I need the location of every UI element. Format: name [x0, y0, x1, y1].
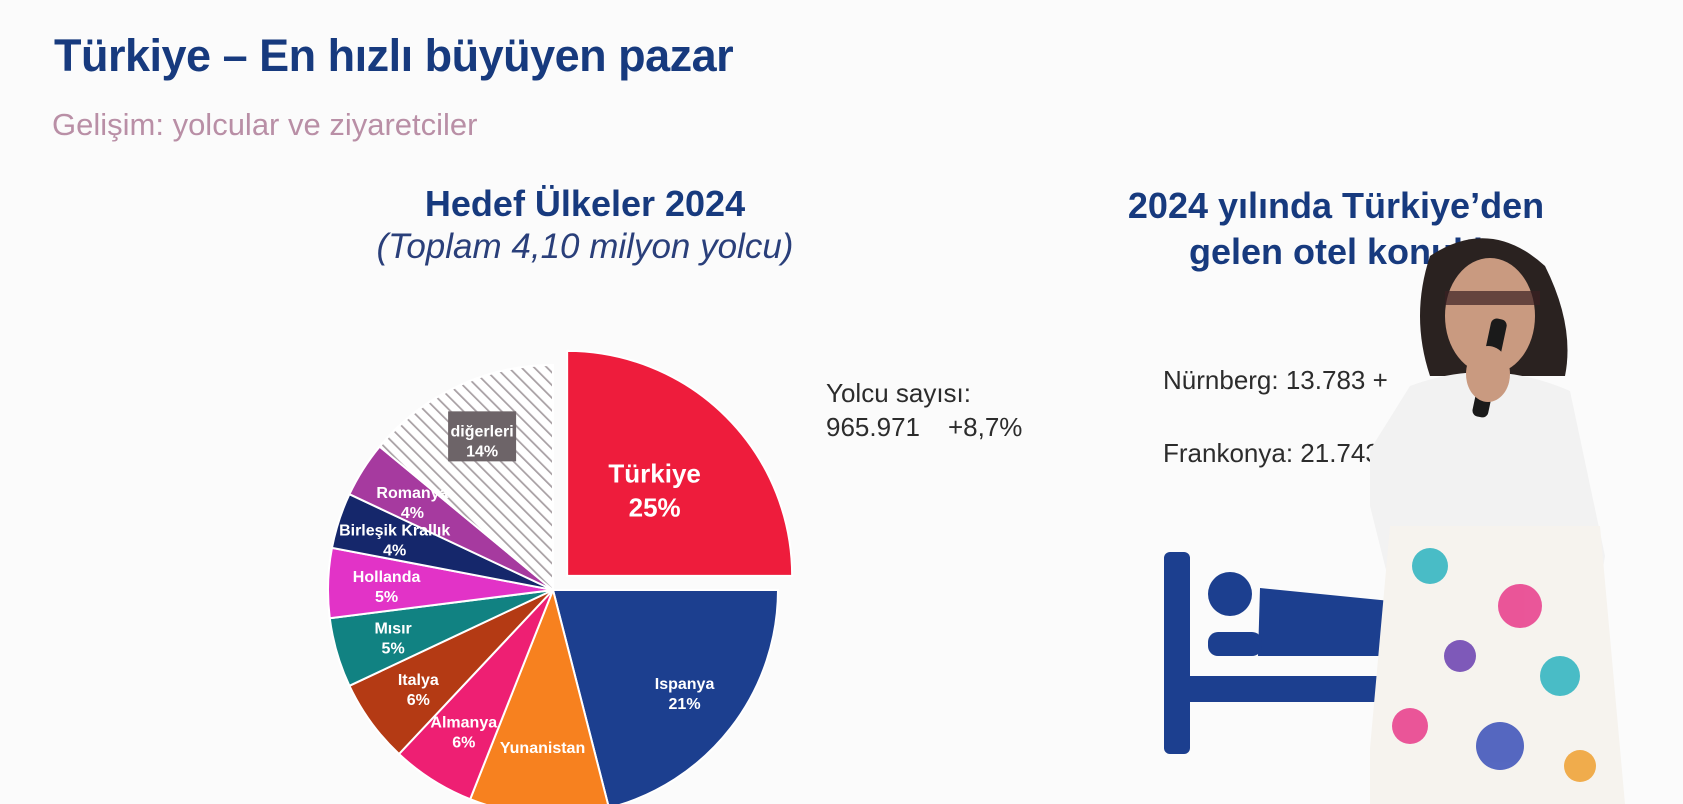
- stat-nurnberg: Nürnberg: 13.783 +: [1163, 365, 1388, 395]
- pie-label-bg-9: [448, 411, 517, 462]
- bed-icon: [1164, 552, 1420, 754]
- pie-label-0: Türkiye: [608, 458, 701, 488]
- pie-label-6: Hollanda: [353, 569, 421, 586]
- pie-label-3: Almanya: [430, 715, 497, 732]
- pie-label-4: Italya: [398, 672, 439, 689]
- stat-frankonya: Frankonya: 21.743: [1163, 438, 1380, 468]
- pie-label-1: Ispanya: [655, 676, 715, 693]
- hotel-heading: 2024 yılında Türkiye’den gelen otel konu…: [1096, 183, 1576, 275]
- pie-label-5: Mısır: [374, 620, 411, 637]
- pie-label-8: Romanya: [376, 485, 448, 502]
- passenger-label: Yolcu sayısı:: [826, 378, 972, 408]
- chart-subtitle: (Toplam 4,10 milyon yolcu): [376, 227, 794, 266]
- pie-value-label-7: 4%: [383, 543, 406, 560]
- chart-heading: Hedef Ülkeler 2024 (Toplam 4,10 milyon y…: [320, 183, 850, 267]
- pie-label-2: Yunanistan: [500, 740, 585, 757]
- passenger-count: Yolcu sayısı: 965.971 +8,7%: [826, 376, 1022, 444]
- pie-value-label-8: 4%: [401, 505, 424, 522]
- slide-title: Türkiye – En hızlı büyüyen pazar: [54, 30, 734, 81]
- passenger-value: 965.971: [826, 412, 920, 442]
- presenter-photo: [1370, 238, 1625, 804]
- pie-slice-0: [566, 349, 794, 577]
- hotel-title-line1: 2024 yılında Türkiye’den: [1127, 185, 1545, 226]
- pie-label-9: diğerleri: [451, 423, 514, 440]
- pie-slice-2: [468, 586, 609, 804]
- pie-value-label-4: 6%: [407, 692, 430, 709]
- pie-value-label-0: 25%: [629, 492, 681, 522]
- pie-value-label-1: 21%: [669, 696, 701, 713]
- slide-subtitle: Gelişim: yolcular ve ziyaretciler: [52, 107, 478, 142]
- pie-label-7: Birleşik Krallık: [339, 523, 450, 540]
- passenger-change: +8,7%: [947, 412, 1023, 442]
- pie-value-label-9: 14%: [466, 443, 498, 460]
- chart-title: Hedef Ülkeler 2024: [424, 183, 746, 224]
- pie-value-label-3: 6%: [452, 735, 475, 752]
- pie-value-label-6: 5%: [375, 589, 398, 606]
- pie-slice-1: [551, 589, 780, 804]
- pie-value-label-5: 5%: [382, 640, 405, 657]
